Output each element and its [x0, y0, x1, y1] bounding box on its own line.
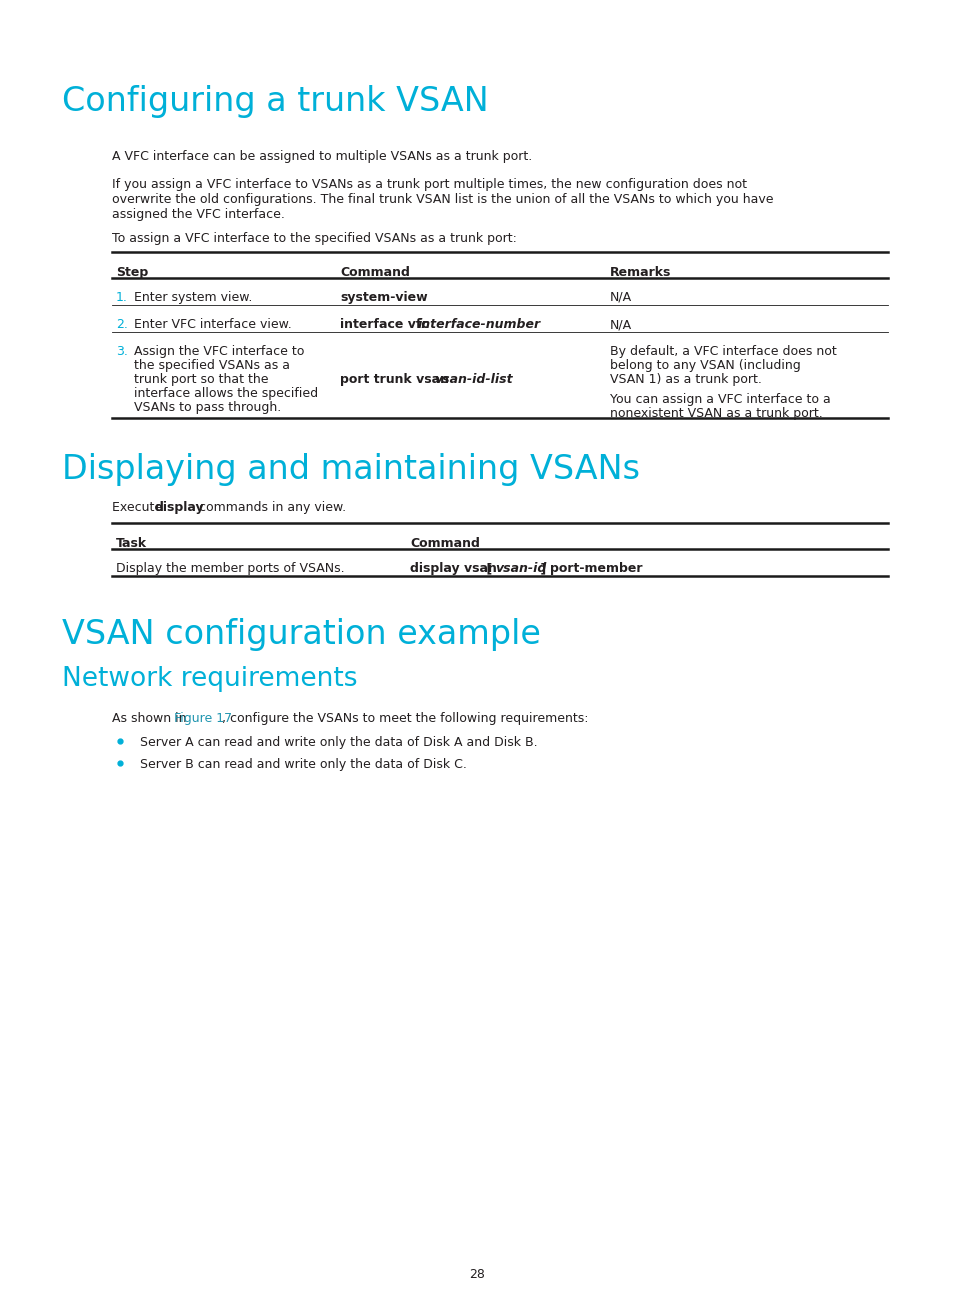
- Text: ]: ]: [536, 562, 550, 575]
- Text: Execute: Execute: [112, 502, 166, 515]
- Text: VSAN configuration example: VSAN configuration example: [62, 618, 540, 651]
- Text: If you assign a VFC interface to VSANs as a trunk port multiple times, the new c: If you assign a VFC interface to VSANs a…: [112, 178, 746, 191]
- Text: interface-number: interface-number: [417, 318, 540, 330]
- Text: overwrite the old configurations. The final trunk VSAN list is the union of all : overwrite the old configurations. The fi…: [112, 193, 773, 206]
- Text: system-view: system-view: [339, 292, 427, 305]
- Text: [: [: [481, 562, 497, 575]
- Text: To assign a VFC interface to the specified VSANs as a trunk port:: To assign a VFC interface to the specifi…: [112, 232, 517, 245]
- Text: commands in any view.: commands in any view.: [194, 502, 346, 515]
- Text: port-member: port-member: [550, 562, 641, 575]
- Text: Server A can read and write only the data of Disk A and Disk B.: Server A can read and write only the dat…: [140, 736, 537, 749]
- Text: display vsan: display vsan: [410, 562, 497, 575]
- Text: vsan-id: vsan-id: [495, 562, 546, 575]
- Text: Step: Step: [116, 266, 148, 279]
- Text: Task: Task: [116, 537, 147, 550]
- Text: Display the member ports of VSANs.: Display the member ports of VSANs.: [116, 562, 344, 575]
- Text: , configure the VSANs to meet the following requirements:: , configure the VSANs to meet the follow…: [222, 712, 588, 724]
- Text: 1.: 1.: [116, 292, 128, 305]
- Text: Network requirements: Network requirements: [62, 666, 357, 692]
- Text: Figure 17: Figure 17: [173, 712, 232, 724]
- Text: Command: Command: [339, 266, 410, 279]
- Text: You can assign a VFC interface to a: You can assign a VFC interface to a: [609, 393, 830, 406]
- Text: nonexistent VSAN as a trunk port.: nonexistent VSAN as a trunk port.: [609, 407, 821, 420]
- Text: trunk port so that the: trunk port so that the: [133, 373, 268, 386]
- Text: As shown in: As shown in: [112, 712, 191, 724]
- Text: vsan-id-list: vsan-id-list: [434, 373, 512, 386]
- Text: port trunk vsan: port trunk vsan: [339, 373, 453, 386]
- Text: Remarks: Remarks: [609, 266, 671, 279]
- Text: Displaying and maintaining VSANs: Displaying and maintaining VSANs: [62, 454, 639, 486]
- Text: Assign the VFC interface to: Assign the VFC interface to: [133, 345, 304, 358]
- Text: interface vfc: interface vfc: [339, 318, 433, 330]
- Text: 3.: 3.: [116, 345, 128, 358]
- Text: belong to any VSAN (including: belong to any VSAN (including: [609, 359, 800, 372]
- Text: VSAN 1) as a trunk port.: VSAN 1) as a trunk port.: [609, 373, 761, 386]
- Text: Server B can read and write only the data of Disk C.: Server B can read and write only the dat…: [140, 758, 466, 771]
- Text: VSANs to pass through.: VSANs to pass through.: [133, 400, 281, 413]
- Text: Enter system view.: Enter system view.: [133, 292, 253, 305]
- Text: Enter VFC interface view.: Enter VFC interface view.: [133, 318, 292, 330]
- Text: 2.: 2.: [116, 318, 128, 330]
- Text: By default, a VFC interface does not: By default, a VFC interface does not: [609, 345, 836, 358]
- Text: display: display: [154, 502, 204, 515]
- Text: interface allows the specified: interface allows the specified: [133, 388, 317, 400]
- Text: 28: 28: [469, 1267, 484, 1280]
- Text: A VFC interface can be assigned to multiple VSANs as a trunk port.: A VFC interface can be assigned to multi…: [112, 150, 532, 163]
- Text: N/A: N/A: [609, 292, 632, 305]
- Text: the specified VSANs as a: the specified VSANs as a: [133, 359, 290, 372]
- Text: Configuring a trunk VSAN: Configuring a trunk VSAN: [62, 86, 488, 118]
- Text: Command: Command: [410, 537, 479, 550]
- Text: N/A: N/A: [609, 318, 632, 330]
- Text: assigned the VFC interface.: assigned the VFC interface.: [112, 207, 285, 222]
